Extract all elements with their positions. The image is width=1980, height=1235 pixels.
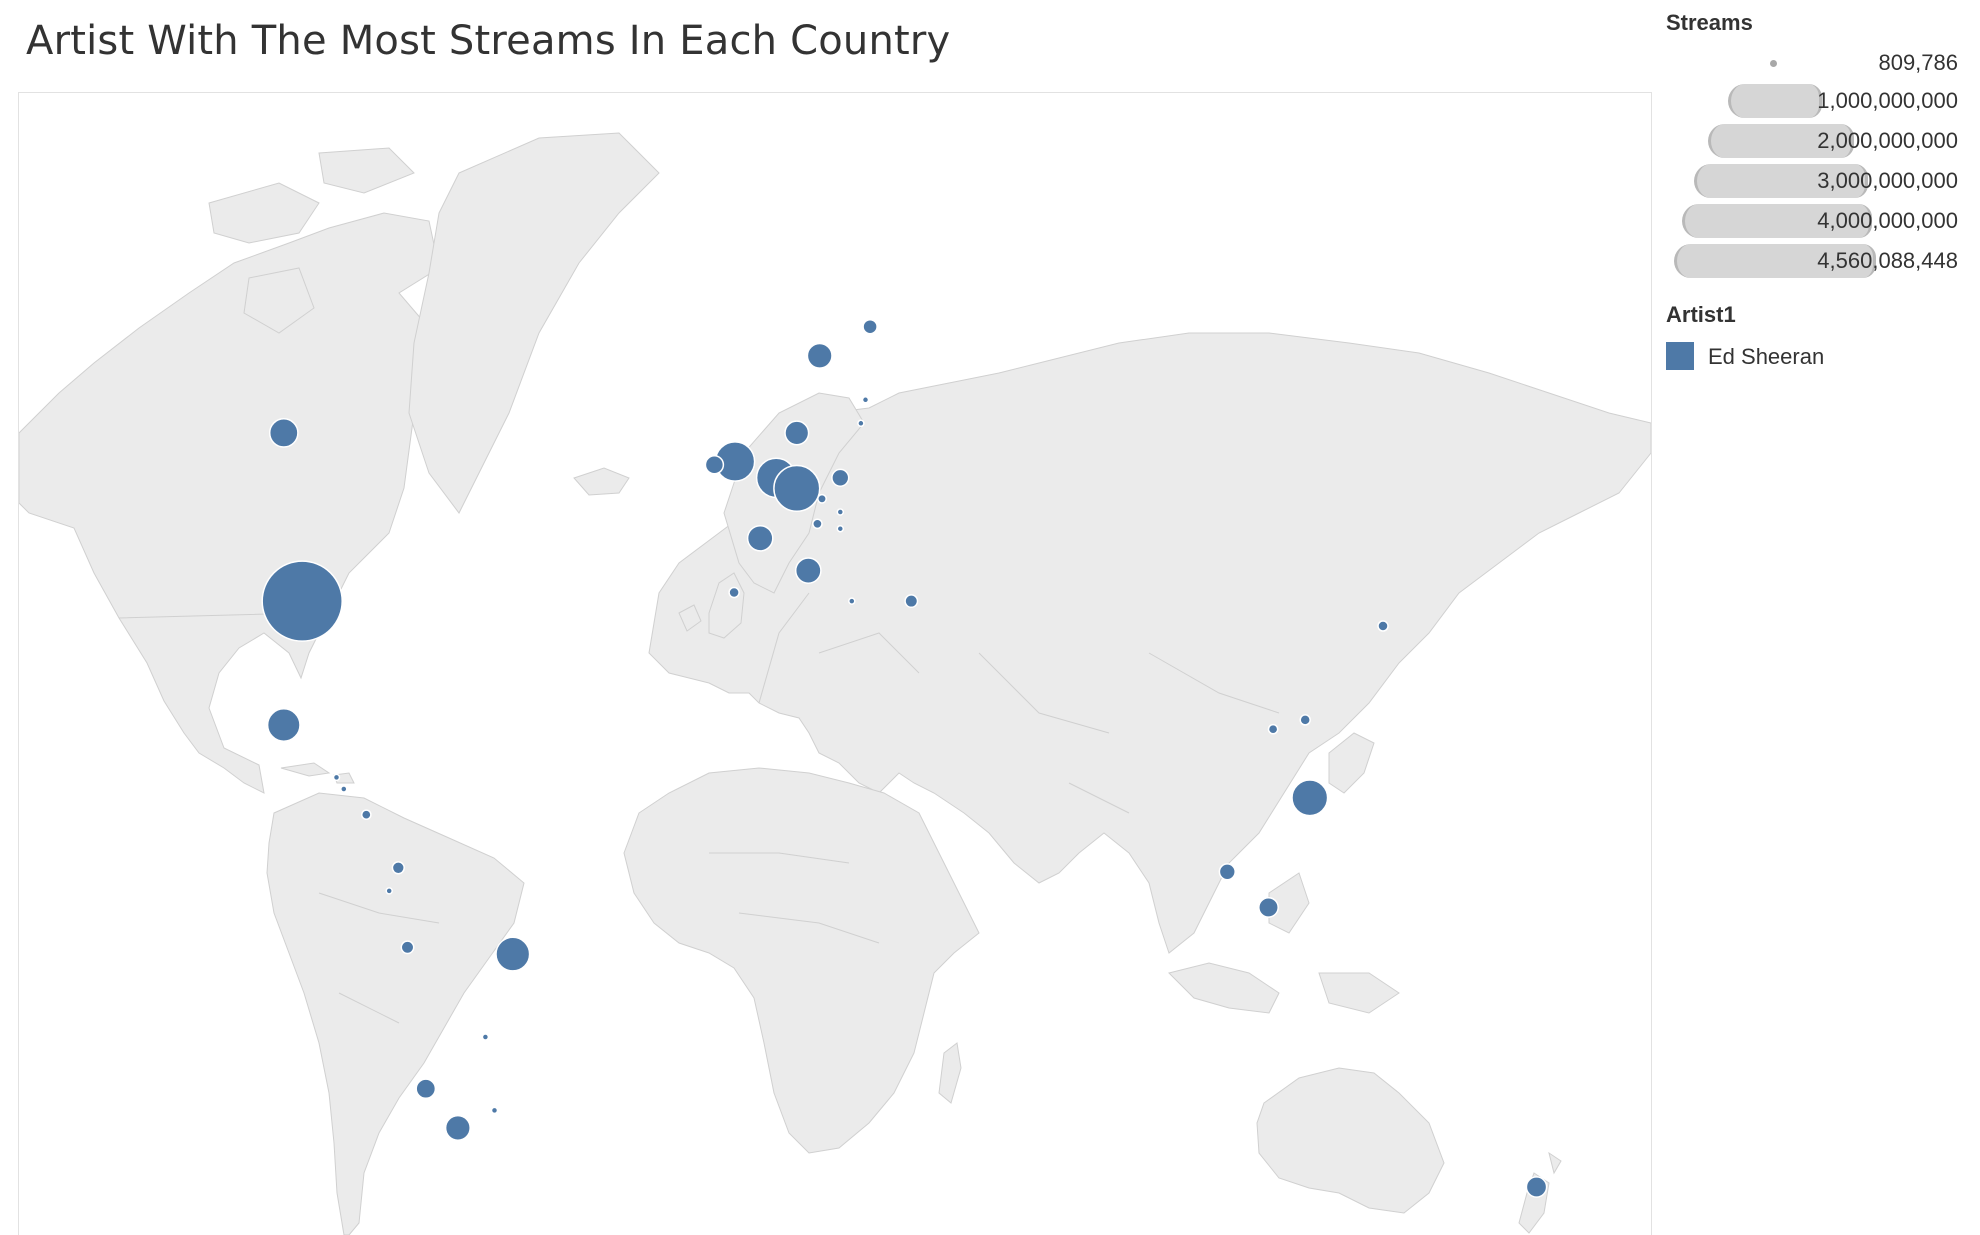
stream-bubble[interactable] [266,708,301,742]
color-swatch [1666,342,1694,370]
country-shape-caribbean [280,762,355,784]
country-shape-southeast-asia-islands [1168,872,1400,1014]
country-shape-south-america [266,792,525,1235]
size-swatch [1708,124,1854,158]
stream-bubble[interactable] [385,887,393,895]
stream-bubble[interactable] [1218,863,1236,881]
size-legend-item: 3,000,000,000 [1666,162,1962,200]
stream-bubble[interactable] [806,342,833,369]
bubble-layer[interactable] [261,318,1548,1198]
stream-bubble[interactable] [332,773,341,782]
stream-bubble[interactable] [1258,896,1279,918]
stream-bubble[interactable] [861,396,870,404]
size-legend-label: 4,560,088,448 [1817,248,1958,273]
size-legend-item: 4,560,088,448 [1666,242,1962,280]
stream-bubble[interactable] [836,524,845,533]
country-shape-japan [1328,732,1375,794]
stream-bubble[interactable] [495,936,531,972]
size-swatch [1728,84,1822,118]
legend-panel: Streams 809,786 1,000,000,000 2,000,000,… [1666,0,1980,1234]
size-legend-label: 1,000,000,000 [1817,88,1958,113]
size-legend-item: 1,000,000,000 [1666,82,1962,120]
stream-bubble[interactable] [904,594,919,609]
country-shape-madagascar [938,1042,962,1104]
stream-bubble[interactable] [391,861,405,875]
world-map[interactable] [18,92,1652,1235]
stream-bubble[interactable] [1525,1176,1548,1198]
stream-bubble[interactable] [261,560,343,642]
size-swatch-smallest [1770,60,1777,67]
country-shape-greenland [408,132,660,514]
stream-bubble[interactable] [848,597,856,605]
country-shape-canada-islands [208,147,415,334]
country-shape-iceland [573,467,630,496]
stream-bubble[interactable] [857,419,865,428]
size-legend-label: 809,786 [1878,50,1958,75]
stream-bubble[interactable] [1267,723,1279,735]
stream-bubble[interactable] [773,464,821,513]
country-shape-africa [623,767,980,1154]
map-canvas[interactable] [19,93,1651,1235]
stream-bubble[interactable] [704,455,725,475]
size-legend-label: 2,000,000,000 [1817,128,1958,153]
stream-bubble[interactable] [1299,714,1311,726]
stream-bubble[interactable] [400,940,415,955]
size-legend-label: 4,000,000,000 [1817,208,1958,233]
size-swatch [1674,244,1876,278]
size-legend-item: 4,000,000,000 [1666,202,1962,240]
size-legend-title: Streams [1666,10,1753,35]
size-swatch [1694,164,1868,198]
stream-bubble[interactable] [1291,779,1329,817]
stream-bubble[interactable] [817,493,827,504]
size-legend-item: 809,786 [1666,44,1962,82]
stream-bubble[interactable] [1377,620,1389,632]
chart-title: Artist With The Most Streams In Each Cou… [26,18,951,64]
country-shape-eurasia [648,332,1651,954]
country-shape-north-america [19,212,460,794]
country-shape-british-isles [678,572,745,639]
stream-bubble[interactable] [481,1033,490,1041]
stream-bubble[interactable] [794,557,822,584]
stream-bubble[interactable] [360,809,372,821]
stream-bubble[interactable] [836,508,845,516]
stream-bubble[interactable] [746,524,774,552]
stream-bubble[interactable] [268,418,299,448]
color-legend-label: Ed Sheeran [1708,344,1825,369]
stream-bubble[interactable] [728,586,740,599]
stream-bubble[interactable] [415,1078,437,1100]
stream-bubble[interactable] [340,785,348,793]
size-legend-label: 3,000,000,000 [1817,168,1958,193]
stream-bubble[interactable] [862,318,878,335]
country-shape-australia [1256,1067,1445,1214]
size-legend-item: 2,000,000,000 [1666,122,1962,160]
stream-bubble[interactable] [831,468,850,487]
country-borders [118,592,1280,1024]
land-layer [19,132,1651,1235]
stream-bubble[interactable] [812,518,823,530]
size-swatch [1682,204,1872,238]
stream-bubble[interactable] [444,1114,471,1141]
stream-bubble[interactable] [784,420,810,446]
stream-bubble[interactable] [490,1106,499,1115]
color-legend-title: Artist1 [1666,302,1736,327]
